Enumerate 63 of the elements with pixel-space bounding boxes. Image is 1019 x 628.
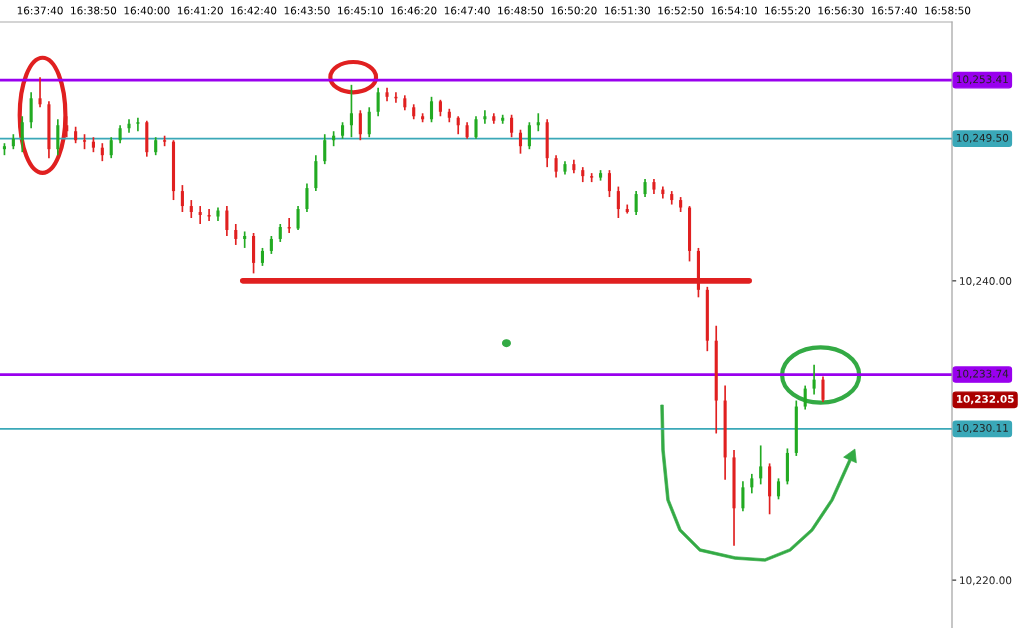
candlestick — [109, 136, 113, 159]
candlestick — [367, 106, 371, 139]
x-tick-label: 16:51:30 — [605, 6, 650, 15]
candlestick — [607, 169, 612, 198]
candlestick — [741, 480, 745, 513]
ref-line-label: 10,230.11 — [956, 423, 1008, 433]
x-tick-label: 16:58:50 — [925, 6, 971, 15]
x-tick-label: 16:55:20 — [765, 6, 811, 15]
x-tick-label: 16:38:50 — [71, 6, 117, 15]
candlestick — [349, 84, 353, 139]
candlestick — [803, 384, 807, 411]
x-tick-label: 16:40:00 — [124, 6, 170, 15]
candlestick — [812, 363, 816, 396]
candlestick — [56, 118, 60, 157]
ref-line-label: 10,233.74 — [956, 369, 1009, 379]
candlestick — [776, 477, 781, 501]
candlestick — [225, 205, 229, 237]
candlestick — [536, 112, 540, 133]
candlestick — [358, 109, 362, 142]
candlestick — [234, 223, 238, 246]
candlestick — [323, 133, 327, 165]
x-tick-label: 16:37:40 — [17, 6, 63, 15]
candlestick — [474, 115, 478, 140]
candlestick — [296, 205, 300, 231]
x-tick-label: 16:46:20 — [391, 6, 437, 15]
candlestick — [518, 128, 523, 155]
candlestick — [376, 87, 380, 118]
candlestick — [20, 115, 24, 154]
x-tick-label: 16:50:20 — [551, 6, 597, 15]
candlestick — [527, 121, 531, 151]
y-tick-label: 10,220.00 — [960, 576, 1012, 586]
text: 10,232.05 — [956, 394, 1014, 405]
candlestick — [750, 473, 754, 495]
candlestick — [180, 184, 184, 213]
x-tick-label: 16:45:10 — [338, 6, 384, 15]
candlestick — [616, 185, 620, 219]
candlestick — [759, 444, 763, 486]
candlestick — [510, 113, 514, 139]
ref-line-label: 10,249.50 — [956, 133, 1009, 143]
candlestick — [243, 230, 247, 249]
x-tick-label: 16:57:40 — [871, 6, 917, 15]
x-tick-label: 16:41:20 — [177, 6, 223, 15]
candlestick — [198, 205, 202, 225]
y-tick-label: 10,240.00 — [960, 277, 1012, 287]
x-tick-label: 16:47:40 — [444, 6, 490, 15]
x-tick-label: 16:56:30 — [818, 6, 864, 15]
x-tick-label: 16:42:40 — [231, 6, 277, 15]
candlestick — [29, 91, 33, 130]
candlestick — [38, 76, 42, 109]
candlestick — [634, 190, 638, 216]
x-tick-label: 16:54:10 — [711, 6, 757, 15]
candlestick — [554, 154, 558, 179]
ref-line-label: 10,253.41 — [956, 75, 1008, 85]
candlestick — [483, 109, 487, 125]
candlestick — [429, 95, 434, 124]
candlestick — [136, 116, 140, 133]
candlestick — [207, 208, 211, 222]
candlestick — [821, 375, 825, 403]
x-tick-label: 16:52:50 — [658, 6, 704, 15]
x-tick-label: 16:48:50 — [498, 6, 544, 15]
candlestick — [127, 118, 131, 134]
x-tick-label: 16:43:50 — [284, 6, 330, 15]
candlestick — [305, 182, 309, 213]
